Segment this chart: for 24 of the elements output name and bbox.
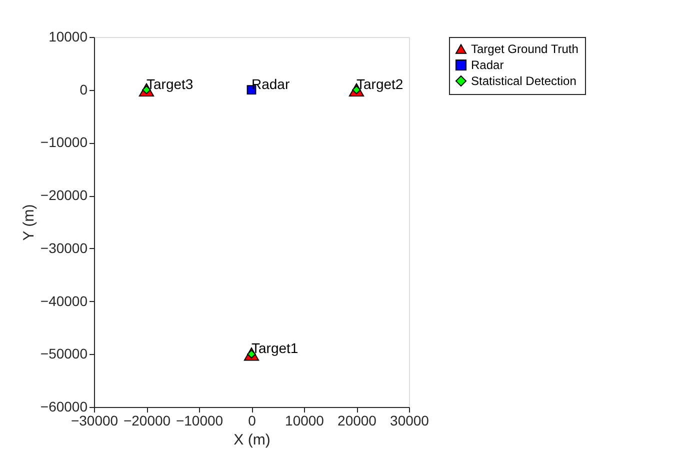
x-tick-label: −30000 bbox=[70, 412, 118, 428]
y-tick-label: −10000 bbox=[40, 134, 88, 150]
legend-label: Target Ground Truth bbox=[471, 42, 578, 56]
x-axis-title: X (m) bbox=[234, 432, 270, 448]
annotation: Target1 bbox=[252, 340, 298, 356]
y-tick-label: 10000 bbox=[48, 28, 88, 44]
x-tick-label: −10000 bbox=[176, 412, 224, 428]
legend-label: Statistical Detection bbox=[471, 74, 576, 88]
annotation: Target2 bbox=[356, 76, 404, 92]
y-axis-title: Y (m) bbox=[20, 204, 38, 241]
y-tick-label: −40000 bbox=[40, 292, 88, 309]
legend-label: Radar bbox=[471, 58, 504, 72]
y-tick-label: −20000 bbox=[40, 187, 88, 204]
y-tick-label: −50000 bbox=[40, 346, 88, 362]
x-tick-label: 30000 bbox=[390, 412, 430, 428]
y-tick-label: −30000 bbox=[40, 240, 88, 256]
x-tick-label: 10000 bbox=[285, 412, 324, 428]
annotation: Target3 bbox=[146, 76, 194, 92]
annotation: Radar bbox=[252, 76, 290, 92]
x-tick-label: 0 bbox=[248, 412, 256, 428]
x-tick-label: 20000 bbox=[338, 412, 377, 428]
y-tick-label: 0 bbox=[80, 81, 88, 98]
y-tick-label: −60000 bbox=[40, 398, 88, 414]
x-tick-label: −20000 bbox=[123, 412, 171, 428]
